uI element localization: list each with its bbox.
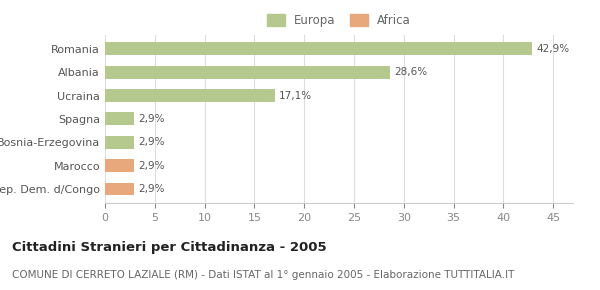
Text: COMUNE DI CERRETO LAZIALE (RM) - Dati ISTAT al 1° gennaio 2005 - Elaborazione TU: COMUNE DI CERRETO LAZIALE (RM) - Dati IS… <box>12 270 514 280</box>
Bar <box>105 66 390 79</box>
Text: 17,1%: 17,1% <box>279 90 313 101</box>
Bar <box>105 159 134 172</box>
Text: 42,9%: 42,9% <box>536 44 569 54</box>
Bar <box>105 182 134 195</box>
Legend: Europa, Africa: Europa, Africa <box>263 10 415 30</box>
Text: 28,6%: 28,6% <box>394 67 427 77</box>
Bar <box>105 89 275 102</box>
Text: 2,9%: 2,9% <box>138 114 164 124</box>
Bar <box>105 42 532 55</box>
Text: 2,9%: 2,9% <box>138 161 164 171</box>
Text: 2,9%: 2,9% <box>138 137 164 147</box>
Text: Cittadini Stranieri per Cittadinanza - 2005: Cittadini Stranieri per Cittadinanza - 2… <box>12 241 326 254</box>
Text: 2,9%: 2,9% <box>138 184 164 194</box>
Bar <box>105 113 134 125</box>
Bar <box>105 136 134 149</box>
